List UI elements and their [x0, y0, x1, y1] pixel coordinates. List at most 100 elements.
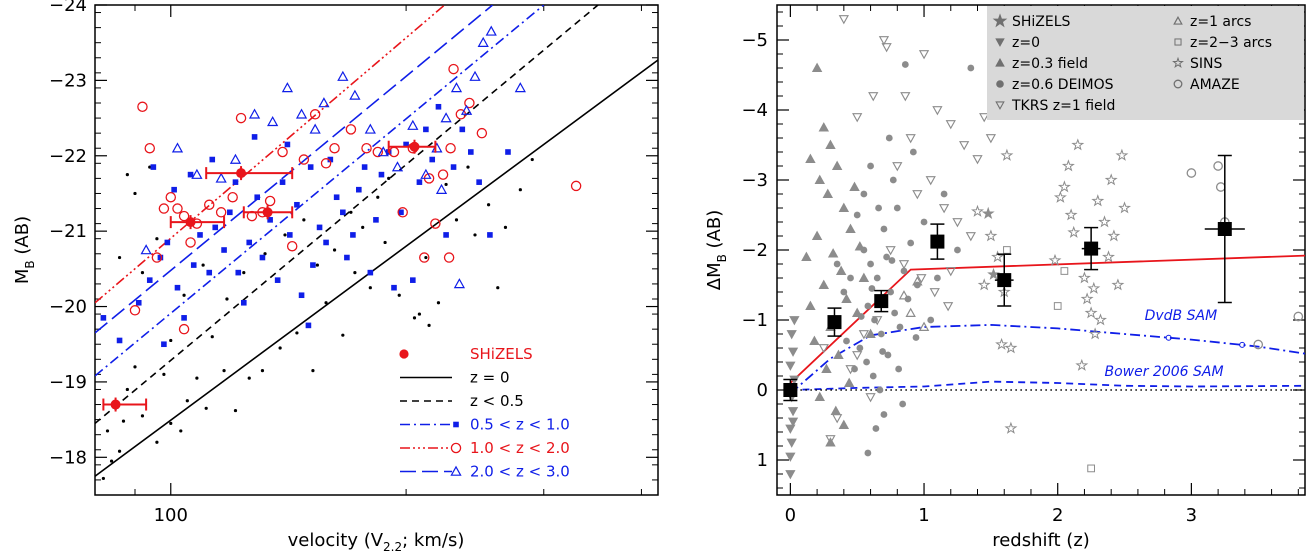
right-annotation-label: DvdB SAM	[1145, 308, 1218, 324]
right-x-tick-label: 2	[1052, 505, 1063, 526]
right-point	[940, 190, 948, 198]
left-plot-frame	[94, 4, 659, 496]
right-point	[925, 176, 936, 186]
left-point	[157, 254, 164, 261]
left-point	[376, 195, 380, 199]
right-mean-marker	[1084, 241, 1099, 256]
right-point	[934, 274, 941, 282]
right-point	[843, 377, 855, 387]
left-point	[240, 299, 247, 306]
left-point	[398, 209, 404, 216]
left-point	[171, 186, 177, 193]
right-point	[1053, 302, 1062, 310]
left-point	[514, 82, 526, 93]
right-point	[912, 190, 923, 200]
left-point	[215, 172, 227, 183]
left-point	[204, 406, 208, 410]
left-relation-line	[95, 5, 494, 334]
left-point	[295, 108, 308, 119]
right-point	[895, 365, 903, 373]
right-point	[801, 251, 812, 261]
left-point	[225, 297, 229, 301]
left-point	[570, 180, 582, 192]
right-x-tick-label: 0	[785, 505, 796, 526]
right-point	[838, 202, 850, 212]
left-point	[286, 240, 298, 252]
left-point	[247, 376, 251, 380]
right-point	[858, 272, 870, 282]
left-point	[155, 237, 159, 241]
right-point	[811, 62, 823, 72]
left-point	[191, 168, 203, 179]
left-point	[221, 247, 227, 253]
right-point	[1104, 173, 1118, 186]
right-point	[984, 229, 998, 242]
left-panel-tully-fisher: −18 −19 −20 −21 −22 −23 −24 100 velocity (V2.2;…	[12, 0, 659, 554]
left-point	[229, 153, 242, 164]
right-point	[852, 113, 863, 123]
right-point	[991, 250, 1005, 263]
left-point	[332, 248, 337, 252]
left-point	[140, 244, 152, 255]
right-point	[887, 288, 895, 296]
right-legend-label: z=0.3 field	[1012, 56, 1088, 72]
right-point	[786, 438, 797, 448]
right-mean-marker	[1217, 222, 1232, 236]
right-y-tick-label: −3	[741, 170, 768, 191]
left-point	[440, 112, 452, 123]
left-point	[445, 142, 456, 154]
right-point	[869, 372, 877, 380]
right-legend-marker	[995, 57, 1005, 67]
left-shizels-point	[262, 207, 273, 218]
left-point	[437, 169, 449, 180]
right-point	[857, 313, 865, 320]
right-point	[898, 260, 910, 270]
left-point	[197, 232, 203, 238]
left-point	[100, 315, 107, 321]
left-legend-marker	[453, 421, 459, 428]
right-point	[838, 15, 849, 25]
right-point	[885, 246, 896, 256]
right-point	[867, 260, 874, 268]
left-point	[116, 337, 123, 344]
left-point	[178, 323, 190, 335]
right-mean-marker	[997, 273, 1012, 288]
left-point	[316, 224, 323, 231]
right-point	[977, 278, 991, 291]
right-point	[787, 347, 799, 357]
left-point	[309, 109, 321, 120]
left-point	[318, 97, 330, 108]
right-legend-label: SINS	[1190, 56, 1222, 72]
left-x-tick-label: 100	[154, 505, 188, 526]
right-point	[981, 206, 995, 220]
left-point	[171, 142, 184, 153]
left-point	[105, 429, 110, 433]
left-point	[248, 108, 261, 119]
right-point	[831, 160, 843, 170]
left-point	[429, 156, 436, 163]
left-point	[391, 161, 404, 172]
left-point	[277, 146, 288, 158]
left-point	[476, 127, 488, 139]
left-point	[341, 333, 345, 337]
right-point	[818, 122, 830, 132]
left-point	[172, 203, 183, 214]
right-legend-label: z=0	[1012, 35, 1040, 51]
left-point	[349, 89, 361, 100]
right-point	[1057, 180, 1071, 193]
left-point	[279, 179, 286, 185]
left-point	[333, 194, 340, 201]
right-point	[1088, 327, 1102, 340]
right-point	[849, 181, 860, 191]
right-y-tick-label: −1	[741, 310, 768, 331]
left-point	[125, 173, 129, 177]
left-point	[518, 188, 522, 192]
left-legend: SHiZELS z = 0 z < 0.5 0.5 < z < 1.0 1.0 < z …	[399, 345, 570, 481]
right-model-line	[789, 323, 1305, 395]
left-point	[264, 195, 276, 207]
left-point	[162, 372, 166, 376]
right-point	[865, 393, 876, 403]
right-point	[825, 435, 836, 445]
left-point	[190, 262, 197, 268]
left-point	[150, 164, 157, 170]
